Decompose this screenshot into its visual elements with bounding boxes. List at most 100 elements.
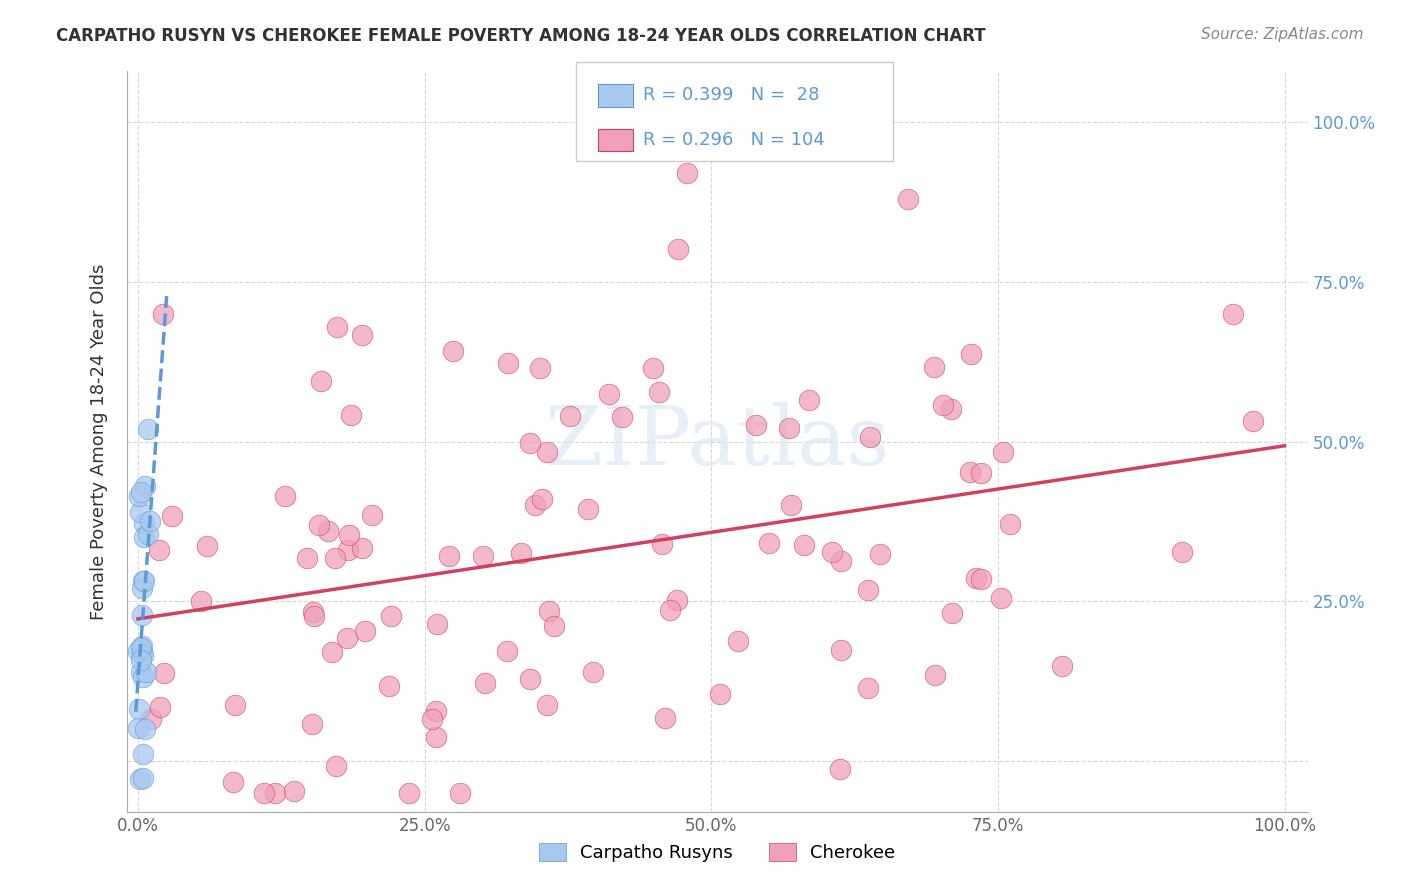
Point bbox=[665, 593, 688, 607]
Point bbox=[676, 166, 699, 180]
Point bbox=[128, 701, 150, 715]
Point bbox=[131, 639, 153, 653]
Point bbox=[377, 679, 399, 693]
Point bbox=[536, 445, 558, 459]
Point bbox=[939, 402, 962, 417]
Point bbox=[932, 398, 955, 412]
Point bbox=[138, 422, 160, 436]
Point bbox=[325, 319, 347, 334]
Point bbox=[129, 505, 152, 519]
Legend: Carpatho Rusyns, Cherokee: Carpatho Rusyns, Cherokee bbox=[531, 836, 903, 870]
Point bbox=[302, 605, 325, 619]
Point bbox=[132, 648, 155, 662]
Point bbox=[316, 524, 339, 538]
Point bbox=[253, 786, 276, 800]
Text: R = 0.296   N = 104: R = 0.296 N = 104 bbox=[643, 131, 824, 149]
Y-axis label: Female Poverty Among 18-24 Year Olds: Female Poverty Among 18-24 Year Olds bbox=[90, 263, 108, 620]
Point bbox=[449, 786, 471, 800]
Point bbox=[323, 551, 346, 566]
Point bbox=[425, 704, 447, 718]
Point bbox=[538, 604, 561, 618]
Point bbox=[970, 466, 993, 480]
Point bbox=[132, 574, 155, 589]
Point bbox=[309, 375, 332, 389]
Point bbox=[127, 644, 149, 658]
Point bbox=[350, 327, 373, 342]
Point bbox=[337, 528, 360, 542]
Point bbox=[991, 444, 1014, 458]
Text: Source: ZipAtlas.com: Source: ZipAtlas.com bbox=[1201, 27, 1364, 42]
Point bbox=[131, 669, 153, 683]
Point bbox=[301, 716, 323, 731]
Point bbox=[897, 192, 920, 206]
Point bbox=[941, 606, 963, 620]
Point bbox=[643, 361, 665, 376]
Point bbox=[474, 675, 496, 690]
Point bbox=[745, 417, 768, 432]
Point bbox=[325, 758, 347, 772]
Point bbox=[131, 646, 153, 660]
Point bbox=[283, 784, 305, 798]
Point bbox=[398, 786, 420, 800]
Point bbox=[160, 508, 183, 523]
Point bbox=[990, 591, 1012, 606]
Text: R = 0.399   N =  28: R = 0.399 N = 28 bbox=[643, 87, 818, 104]
Point bbox=[821, 545, 844, 559]
Point bbox=[426, 616, 449, 631]
Point bbox=[598, 387, 620, 401]
Point bbox=[859, 429, 882, 443]
Point bbox=[152, 307, 174, 321]
Point bbox=[830, 643, 852, 657]
Point bbox=[336, 632, 359, 646]
Point bbox=[922, 359, 945, 374]
Point bbox=[1171, 545, 1194, 559]
Point bbox=[134, 479, 156, 493]
Point bbox=[420, 712, 443, 726]
Point bbox=[523, 498, 546, 512]
Point bbox=[131, 608, 153, 623]
Point bbox=[969, 572, 991, 586]
Point bbox=[529, 361, 551, 376]
Point bbox=[531, 491, 554, 506]
Point bbox=[441, 344, 464, 359]
Point bbox=[132, 747, 155, 761]
Point bbox=[274, 489, 297, 503]
Point bbox=[758, 536, 780, 550]
Point bbox=[263, 786, 285, 800]
Point bbox=[224, 698, 246, 713]
Point bbox=[496, 356, 519, 370]
Point bbox=[380, 609, 402, 624]
Point bbox=[149, 699, 172, 714]
Text: CARPATHO RUSYN VS CHEROKEE FEMALE POVERTY AMONG 18-24 YEAR OLDS CORRELATION CHAR: CARPATHO RUSYN VS CHEROKEE FEMALE POVERT… bbox=[56, 27, 986, 45]
Point bbox=[495, 644, 517, 658]
Point bbox=[127, 721, 149, 735]
Point bbox=[321, 644, 343, 658]
Point bbox=[139, 712, 162, 726]
Point bbox=[576, 501, 599, 516]
Point bbox=[128, 489, 150, 503]
Point bbox=[129, 653, 152, 667]
Point bbox=[856, 681, 879, 695]
Point bbox=[148, 543, 170, 558]
Point bbox=[780, 498, 803, 512]
Point bbox=[195, 540, 218, 554]
Point bbox=[960, 347, 983, 361]
Point bbox=[536, 698, 558, 712]
Point bbox=[1241, 414, 1264, 428]
Point bbox=[190, 594, 212, 608]
Point bbox=[152, 666, 174, 681]
Point bbox=[543, 619, 565, 633]
Point bbox=[138, 515, 160, 529]
Point bbox=[131, 581, 153, 595]
Point bbox=[1222, 307, 1244, 321]
Point bbox=[924, 668, 946, 682]
Point bbox=[830, 762, 852, 776]
Point bbox=[354, 624, 377, 638]
Point bbox=[352, 541, 374, 555]
Point bbox=[1050, 658, 1073, 673]
Point bbox=[136, 527, 159, 541]
Point bbox=[830, 554, 852, 568]
Point bbox=[131, 574, 153, 588]
Point bbox=[471, 549, 494, 563]
Point bbox=[519, 672, 541, 686]
